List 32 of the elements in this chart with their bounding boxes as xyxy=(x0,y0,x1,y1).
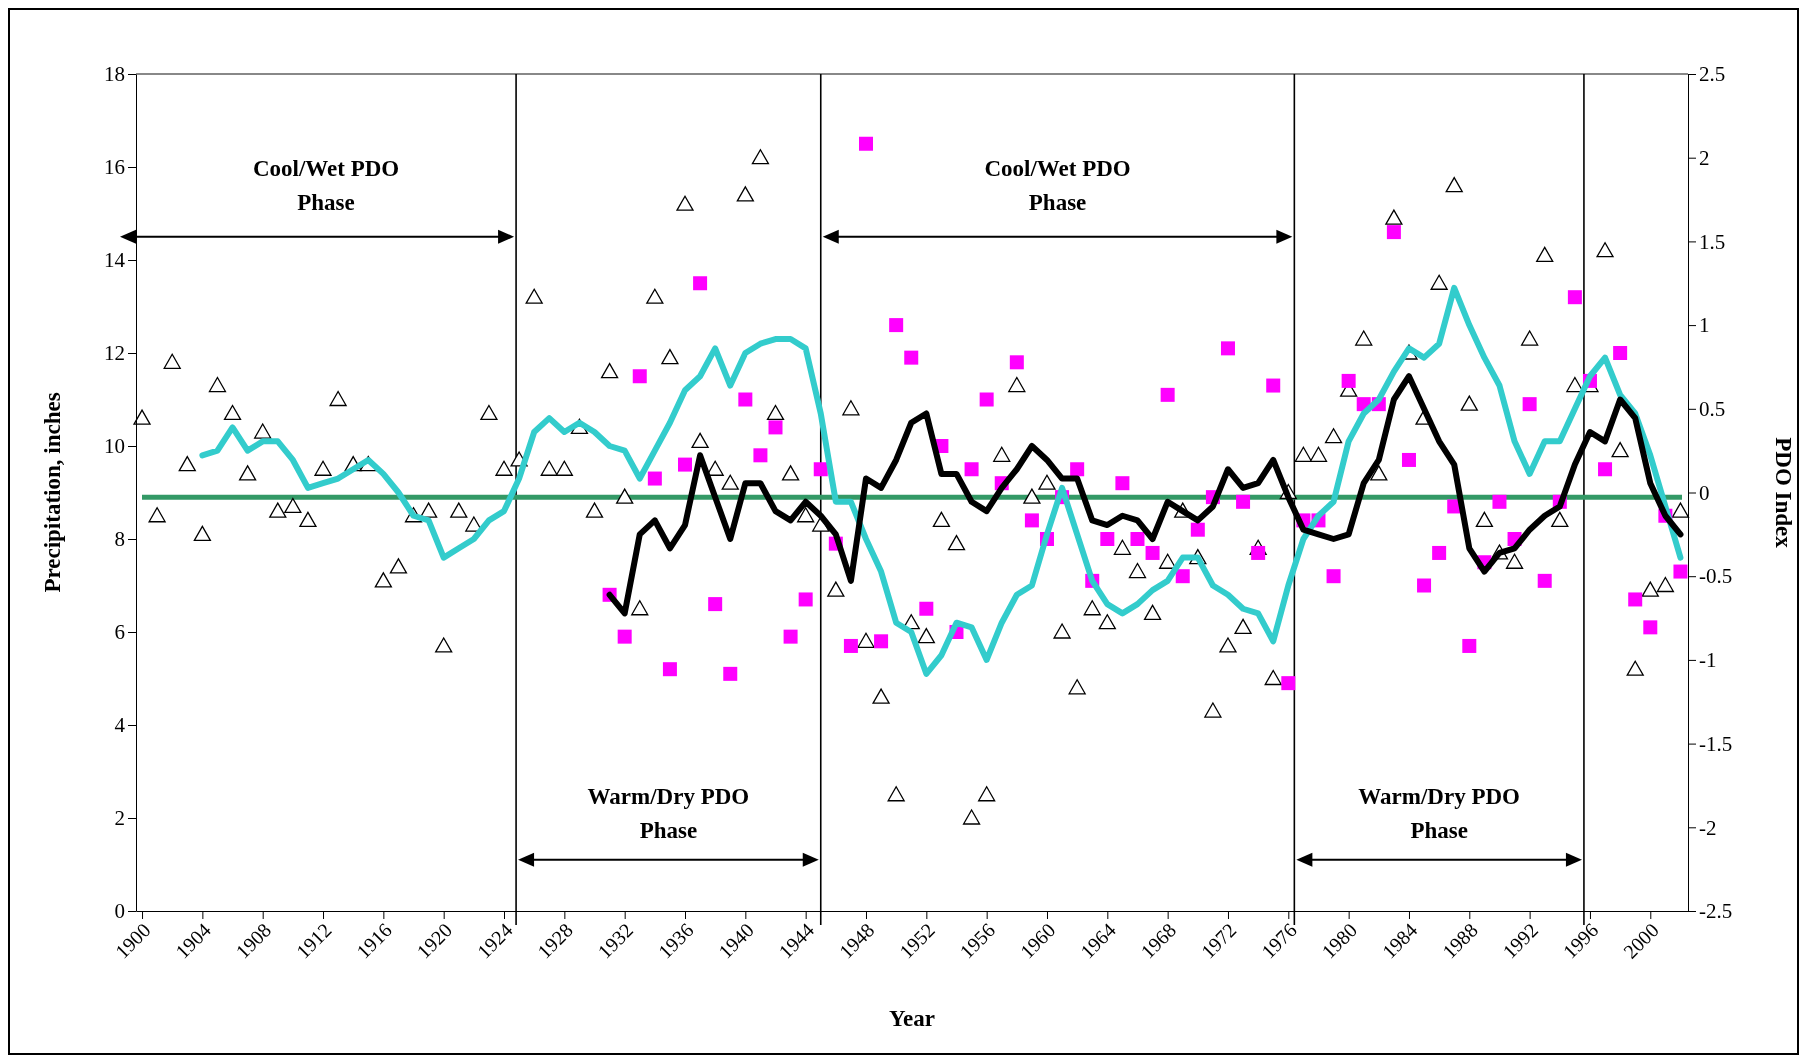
annotation: Warm/Dry PDO Phase xyxy=(1358,784,1520,844)
y-axis-title: Precipitation, inches xyxy=(40,392,65,593)
y2-tick-label: -2 xyxy=(1699,815,1717,840)
annotation: Warm/Dry PDO Phase xyxy=(587,784,750,844)
y2-tick-label: -1.5 xyxy=(1699,731,1733,756)
y-tick-label: 6 xyxy=(114,620,125,645)
x-tick-label: 1952 xyxy=(895,918,939,963)
annotation: Cool/Wet PDO Phase xyxy=(252,156,400,216)
y-tick-label: 10 xyxy=(104,434,125,459)
y2-tick-label: -0.5 xyxy=(1699,564,1733,589)
y2-tick-label: -2.5 xyxy=(1699,899,1733,924)
y2-tick-label: 1 xyxy=(1699,313,1710,338)
y2-tick-label: 1.5 xyxy=(1699,229,1726,254)
y2-tick-label: 0.5 xyxy=(1699,397,1726,422)
y2-tick-label: 2.5 xyxy=(1699,62,1726,87)
y-tick-label: 0 xyxy=(114,899,125,924)
x-axis-title: Year xyxy=(889,1006,935,1031)
y-tick-label: 18 xyxy=(104,62,125,87)
y2-tick-label: 0 xyxy=(1699,480,1710,505)
y-tick-label: 8 xyxy=(114,527,125,552)
annotation: Cool/Wet PDO Phase xyxy=(984,156,1131,216)
y2-tick-label: 2 xyxy=(1699,145,1710,170)
y-tick-label: 2 xyxy=(114,806,125,831)
x-tick-label: 1940 xyxy=(714,918,758,963)
x-tick-label: 1928 xyxy=(533,918,577,963)
y2-tick-label: -1 xyxy=(1699,648,1717,673)
y-tick-label: 16 xyxy=(104,155,125,180)
y-tick-label: 14 xyxy=(104,248,126,273)
x-tick-label: 1988 xyxy=(1437,918,1482,963)
y2-axis-title: PDO Index xyxy=(1771,437,1796,549)
y-tick-label: 12 xyxy=(104,341,125,366)
y-tick-label: 4 xyxy=(114,713,126,738)
